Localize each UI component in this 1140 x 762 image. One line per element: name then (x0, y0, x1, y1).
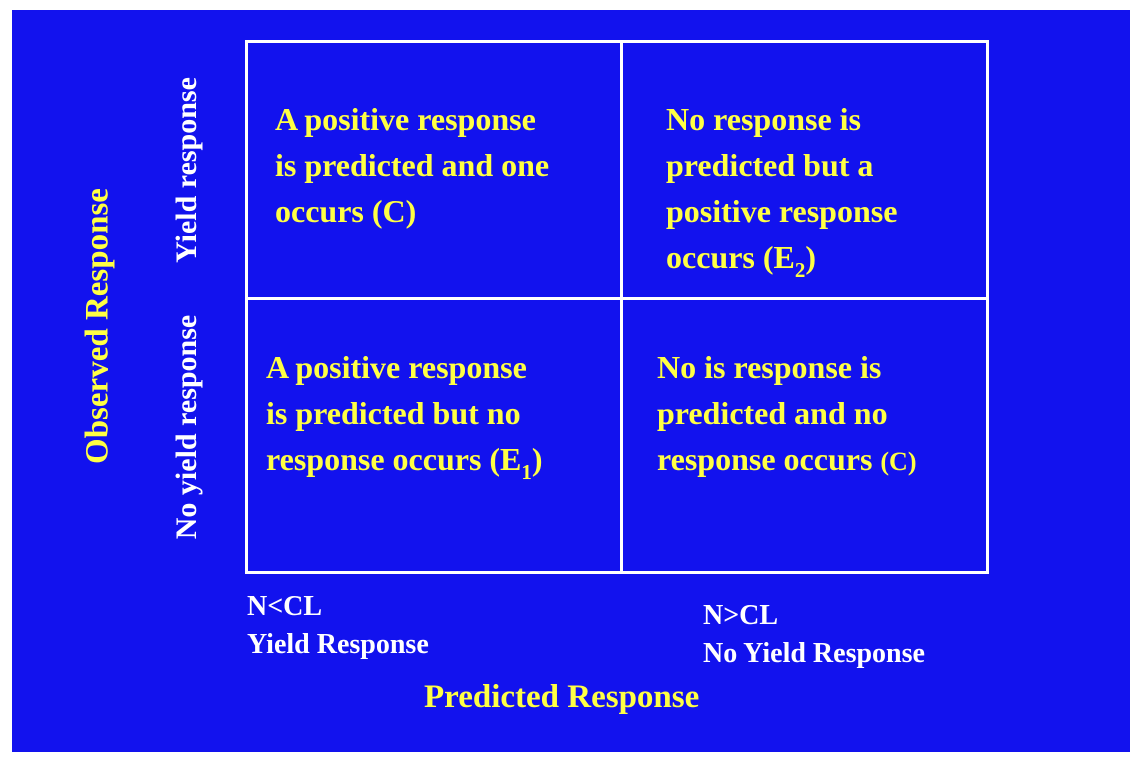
cell-top-left-text: A positive response is predicted and one… (275, 101, 550, 229)
grid-vertical-divider (620, 43, 623, 571)
row-label-no-yield-response: No yield response (170, 314, 203, 540)
column-label-right: N>CL No Yield Response (703, 600, 925, 669)
x-axis-title: Predicted Response (424, 679, 700, 715)
y-axis-title: Observed Response (79, 188, 116, 464)
cell-bottom-left-text: A positive response is predicted but no … (266, 349, 543, 484)
row-label-yield-response: Yield response (170, 77, 203, 263)
contingency-grid: A positive response is predicted and one… (245, 40, 989, 574)
slide-background: Observed Response Yield response No yiel… (12, 10, 1130, 752)
cell-bottom-right-text: No is response is predicted and no respo… (657, 349, 917, 477)
grid-horizontal-divider (248, 297, 986, 300)
column-label-left: N<CL Yield Response (247, 591, 429, 660)
cell-top-right-text: No response is predicted but a positive … (666, 101, 898, 282)
